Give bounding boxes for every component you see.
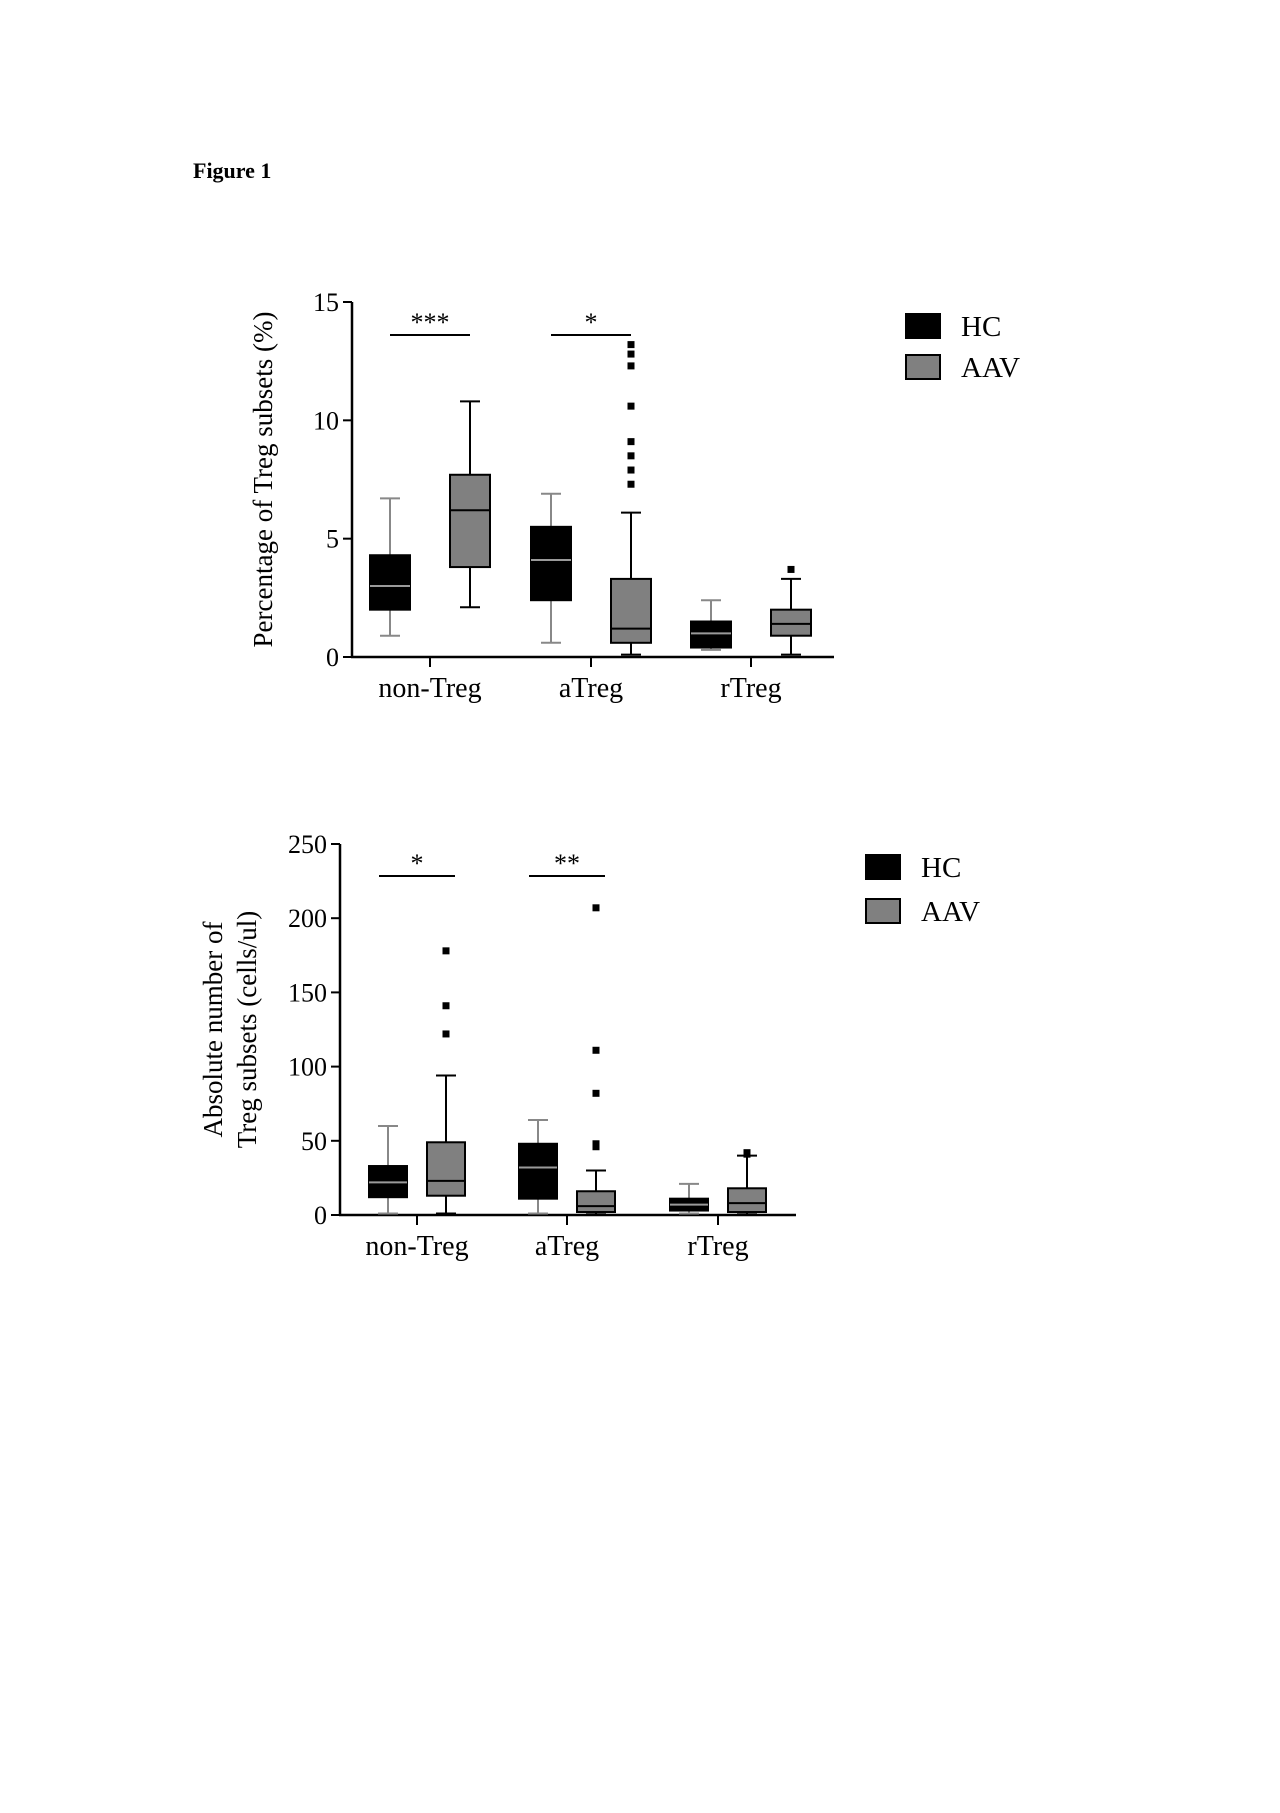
legend-swatch-HC — [905, 313, 941, 339]
y-tick-label: 15 — [313, 288, 339, 317]
box-AAV-aTreg — [576, 1190, 616, 1214]
outlier-AAV-aTreg — [627, 438, 635, 446]
y-tick-label: 250 — [288, 830, 327, 859]
outlier-AAV-aTreg — [627, 350, 635, 358]
figure-label: Figure 1 — [193, 158, 272, 183]
outlier-AAV-aTreg — [627, 452, 635, 460]
legend-label-AAV: AAV — [921, 896, 980, 928]
outlier-AAV-aTreg — [627, 466, 635, 474]
outlier-AAV-aTreg — [592, 1140, 600, 1148]
significance-label-aTreg: * — [585, 308, 598, 337]
outlier-AAV-aTreg — [592, 904, 600, 912]
legend-swatch-AAV — [905, 354, 941, 380]
significance-label-non-Treg: *** — [411, 308, 450, 337]
outlier-AAV-aTreg — [627, 362, 635, 370]
box-HC-non-Treg — [369, 554, 411, 611]
box-AAV-aTreg — [610, 577, 652, 644]
y-tick-label: 0 — [314, 1201, 327, 1230]
outlier-AAV-aTreg — [592, 1046, 600, 1054]
legend-label-HC: HC — [921, 852, 961, 884]
y-tick-label: 0 — [326, 643, 339, 672]
x-tick-label-non-Treg: non-Treg — [365, 1231, 468, 1262]
y-tick-label: 100 — [288, 1053, 327, 1082]
box-AAV-non-Treg — [426, 1141, 466, 1197]
outlier-AAV-rTreg — [743, 1149, 751, 1157]
legend-label-AAV: AAV — [961, 352, 1020, 384]
legend-label-HC: HC — [961, 311, 1001, 343]
legend-swatch-AAV — [865, 898, 901, 924]
x-tick-label-non-Treg: non-Treg — [378, 673, 481, 704]
y-tick-label: 150 — [288, 978, 327, 1007]
box-AAV-rTreg — [727, 1187, 767, 1214]
outlier-AAV-aTreg — [592, 1089, 600, 1097]
outlier-AAV-aTreg — [627, 341, 635, 349]
significance-label-aTreg: ** — [554, 849, 580, 878]
x-tick-label-rTreg: rTreg — [687, 1231, 748, 1262]
outlier-AAV-rTreg — [787, 565, 795, 573]
outlier-AAV-aTreg — [627, 480, 635, 488]
box-HC-rTreg — [690, 620, 732, 649]
y-axis-title: Percentage of Treg subsets (%) — [248, 312, 278, 648]
box-HC-aTreg — [530, 525, 572, 602]
y-axis-title: Treg subsets (cells/ul) — [232, 911, 262, 1149]
x-tick-label-aTreg: aTreg — [559, 673, 623, 704]
legend-swatch-HC — [865, 854, 901, 880]
box-AAV-rTreg — [770, 608, 812, 637]
y-tick-label: 10 — [313, 406, 339, 435]
y-tick-label: 200 — [288, 904, 327, 933]
x-tick-label-aTreg: aTreg — [535, 1231, 599, 1262]
outlier-AAV-non-Treg — [442, 1002, 450, 1010]
outlier-AAV-aTreg — [627, 402, 635, 410]
x-tick-label-rTreg: rTreg — [720, 673, 781, 704]
percentage-box-chart: 0 5 10 15 Percentage of Treg subsets (%) non-… — [248, 288, 1020, 704]
significance-label-non-Treg: * — [411, 849, 424, 878]
y-tick-label: 50 — [301, 1127, 327, 1156]
outlier-AAV-non-Treg — [442, 1030, 450, 1038]
absolute-number-box-chart: 0 50 100 150 200 250 Absolute number of Treg su… — [198, 830, 980, 1262]
box-HC-aTreg — [518, 1142, 558, 1200]
y-axis-title: Absolute number of — [198, 922, 228, 1138]
box-AAV-non-Treg — [449, 473, 491, 569]
y-tick-label: 5 — [326, 525, 339, 554]
outlier-AAV-non-Treg — [442, 947, 450, 955]
